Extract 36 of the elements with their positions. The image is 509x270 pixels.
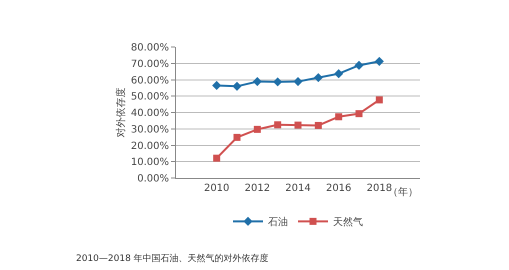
x-tick-label: 2012 [244,183,270,194]
y-tick-label: 50.00% [130,92,169,103]
x-tick-label: 2018 [366,183,392,194]
x-tick-label: 2014 [285,183,311,194]
point [274,121,282,128]
point [314,73,323,82]
point [354,60,364,70]
x-tick-label: 2016 [326,183,352,194]
y-tick-label: 70.00% [130,58,169,70]
point [374,56,384,66]
y-tick-label: 30.00% [130,124,169,136]
point [273,77,282,86]
point [212,80,222,90]
text: 2010—2018 年中国石油、天然气的对外依存度 [76,253,269,264]
y-tick-label: 0.00% [137,174,169,184]
point [232,82,242,91]
point [356,110,362,118]
legend-label: 天然气 [333,216,363,228]
y-tick-label: 10.00% [130,157,169,168]
point [213,154,220,162]
y-tick-label: 40.00% [130,108,169,119]
point [252,77,262,86]
point [294,122,302,129]
point [335,113,342,120]
point [334,69,344,78]
y-tick-label: 80.00% [130,42,169,54]
y-axis-title: 对外依存度 [114,88,127,138]
point [376,96,383,104]
y-tick-label: 20.00% [130,140,169,152]
y-tick-label: 60.00% [130,75,169,86]
x-tick-label: 2010 [204,183,230,194]
legend-label: 石油 [268,216,288,228]
point [254,126,261,133]
point [314,122,322,129]
point [293,77,303,86]
point [234,134,240,141]
